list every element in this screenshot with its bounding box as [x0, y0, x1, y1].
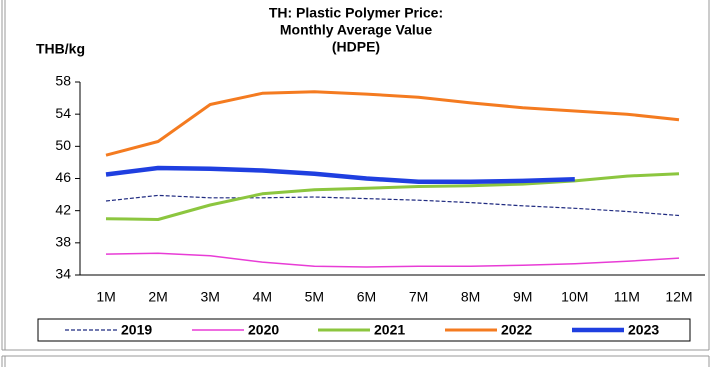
legend-label: 2022 — [501, 322, 532, 338]
y-tick-label: 50 — [55, 137, 71, 153]
chart-title: Monthly Average Value — [280, 22, 432, 38]
x-tick-label: 3M — [200, 289, 219, 305]
y-tick-label: 58 — [55, 73, 71, 89]
legend-box — [37, 318, 691, 342]
x-tick-label: 7M — [409, 289, 428, 305]
chart-title: TH: Plastic Polymer Price: — [269, 5, 443, 21]
series-line — [105, 90, 680, 157]
y-tick-label: 46 — [55, 169, 71, 185]
x-tick-label: 4M — [253, 289, 272, 305]
x-tick-label: 6M — [357, 289, 376, 305]
x-tick-label: 12M — [665, 289, 692, 305]
y-tick-label: 42 — [55, 201, 71, 217]
y-tick-label: 38 — [55, 234, 71, 250]
legend-label: 2020 — [248, 322, 279, 338]
legend-label: 2019 — [121, 322, 152, 338]
x-tick-label: 8M — [461, 289, 480, 305]
series-line — [105, 172, 680, 221]
legend-label: 2023 — [628, 322, 659, 338]
y-tick-label: 54 — [55, 105, 71, 121]
legend-label: 2021 — [374, 322, 405, 338]
x-tick-label: 2M — [148, 289, 167, 305]
series-line — [105, 165, 575, 184]
x-tick-label: 11M — [614, 289, 640, 305]
x-tick-label: 5M — [305, 289, 324, 305]
x-tick-label: 9M — [513, 289, 532, 305]
y-tick-label: 34 — [55, 266, 71, 282]
y-axis-label: THB/kg — [36, 41, 85, 57]
x-tick-label: 10M — [561, 289, 588, 305]
x-tick-label: 1M — [96, 289, 115, 305]
series-line — [105, 252, 680, 268]
chart-title: (HDPE) — [332, 39, 380, 55]
